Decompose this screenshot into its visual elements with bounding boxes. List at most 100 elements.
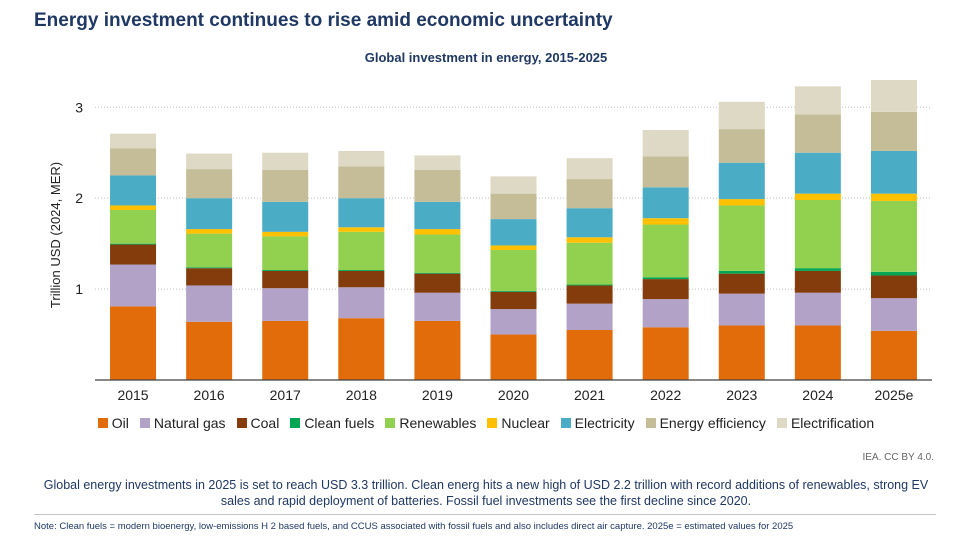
legend-label: Natural gas xyxy=(153,415,226,431)
bar-renewables-2024 xyxy=(794,200,841,269)
credit-text: IEA. CC BY 4.0. xyxy=(862,452,934,463)
legend-swatch xyxy=(290,418,301,428)
bar-energy-efficiency-2018 xyxy=(338,166,385,199)
bar-electrification-2022 xyxy=(642,130,689,157)
bar-renewables-2017 xyxy=(262,236,309,270)
x-tick-label: 2018 xyxy=(346,387,377,403)
bar-oil-2022 xyxy=(642,327,689,380)
legend-swatch xyxy=(139,418,150,428)
y-tick-label: 3 xyxy=(75,99,83,115)
legend-label: Clean fuels xyxy=(304,415,375,431)
bar-natural-gas-2023 xyxy=(718,293,765,326)
bar-natural-gas-2017 xyxy=(262,288,309,321)
bar-clean-fuels-2015 xyxy=(110,243,157,245)
bar-oil-2023 xyxy=(718,325,765,380)
bar-oil-2017 xyxy=(262,320,309,380)
bar-coal-2016 xyxy=(186,268,233,286)
legend-label: Coal xyxy=(250,415,280,431)
y-axis-label: Trillion USD (2024, MER) xyxy=(48,162,63,308)
bar-natural-gas-2024 xyxy=(794,292,841,326)
legend-swatch xyxy=(487,418,498,428)
bar-nuclear-2025e xyxy=(870,193,917,201)
bar-oil-2019 xyxy=(414,320,461,380)
legend-item: Natural gas xyxy=(139,415,226,431)
bar-renewables-2018 xyxy=(338,231,385,270)
bar-clean-fuels-2017 xyxy=(262,270,309,271)
bar-coal-2023 xyxy=(718,273,765,294)
bar-electricity-2021 xyxy=(566,208,613,238)
bar-electrification-2019 xyxy=(414,155,461,170)
bar-oil-2016 xyxy=(186,321,233,380)
bar-electrification-2020 xyxy=(490,176,537,194)
bar-natural-gas-2020 xyxy=(490,309,537,335)
bar-oil-2024 xyxy=(794,325,841,380)
bar-coal-2021 xyxy=(566,285,613,304)
bar-natural-gas-2016 xyxy=(186,285,233,322)
bar-clean-fuels-2025e xyxy=(870,271,917,276)
x-tick-label: 2016 xyxy=(194,387,225,403)
bar-electrification-2025e xyxy=(870,80,917,112)
bar-nuclear-2023 xyxy=(718,199,765,206)
bar-renewables-2023 xyxy=(718,205,765,271)
x-tick-label: 2017 xyxy=(270,387,301,403)
bar-energy-efficiency-2019 xyxy=(414,170,461,202)
bar-oil-2020 xyxy=(490,334,537,380)
bar-electricity-2025e xyxy=(870,150,917,194)
bar-nuclear-2022 xyxy=(642,218,689,225)
divider xyxy=(34,514,936,515)
chart-title: Global investment in energy, 2015-2025 xyxy=(364,50,608,65)
legend-swatch xyxy=(645,418,656,428)
bar-energy-efficiency-2024 xyxy=(794,114,841,153)
bar-energy-efficiency-2015 xyxy=(110,148,157,176)
x-tick-label: 2023 xyxy=(726,387,757,403)
x-tick-label: 2025e xyxy=(874,387,913,403)
bar-nuclear-2015 xyxy=(110,205,157,210)
bar-oil-2018 xyxy=(338,318,385,380)
legend-swatch xyxy=(560,418,571,428)
bar-electricity-2020 xyxy=(490,219,537,246)
bar-renewables-2020 xyxy=(490,250,537,291)
legend-item: Nuclear xyxy=(487,415,550,431)
legend-item: Oil xyxy=(97,415,129,431)
legend-swatch xyxy=(776,418,787,428)
bar-nuclear-2016 xyxy=(186,229,233,234)
bar-clean-fuels-2021 xyxy=(566,284,613,286)
bar-nuclear-2019 xyxy=(414,229,461,235)
bar-renewables-2019 xyxy=(414,234,461,273)
bar-electricity-2016 xyxy=(186,198,233,230)
bar-clean-fuels-2023 xyxy=(718,270,765,274)
bar-renewables-2021 xyxy=(566,242,613,285)
bar-electricity-2015 xyxy=(110,175,157,206)
bar-oil-2025e xyxy=(870,330,917,380)
bar-electrification-2017 xyxy=(262,152,309,170)
bar-coal-2020 xyxy=(490,291,537,310)
x-tick-label: 2015 xyxy=(117,387,148,403)
bar-natural-gas-2025e xyxy=(870,298,917,331)
bar-natural-gas-2019 xyxy=(414,292,461,321)
bar-natural-gas-2022 xyxy=(642,299,689,328)
bar-energy-efficiency-2022 xyxy=(642,156,689,188)
bar-energy-efficiency-2020 xyxy=(490,193,537,220)
chart-legend: Oil Natural gas Coal Clean fuels Renewables N… xyxy=(0,415,972,431)
y-tick-label: 1 xyxy=(75,281,83,297)
bar-clean-fuels-2016 xyxy=(186,267,233,269)
bar-energy-efficiency-2025e xyxy=(870,111,917,151)
y-tick-label: 2 xyxy=(75,190,83,206)
bar-renewables-2016 xyxy=(186,233,233,268)
x-tick-label: 2024 xyxy=(802,387,833,403)
bar-renewables-2022 xyxy=(642,224,689,278)
headline: Energy investment continues to rise amid… xyxy=(34,10,613,31)
bar-clean-fuels-2022 xyxy=(642,277,689,280)
bar-coal-2015 xyxy=(110,244,157,265)
bar-coal-2019 xyxy=(414,273,461,293)
bar-energy-efficiency-2016 xyxy=(186,169,233,199)
bar-electricity-2017 xyxy=(262,201,309,232)
bar-natural-gas-2018 xyxy=(338,287,385,319)
bar-energy-efficiency-2021 xyxy=(566,179,613,209)
bar-electricity-2023 xyxy=(718,162,765,200)
bar-electrification-2024 xyxy=(794,86,841,115)
bar-electrification-2018 xyxy=(338,150,385,167)
note-text: Note: Clean fuels = modern bioenergy, lo… xyxy=(34,521,794,532)
bar-oil-2021 xyxy=(566,330,613,380)
